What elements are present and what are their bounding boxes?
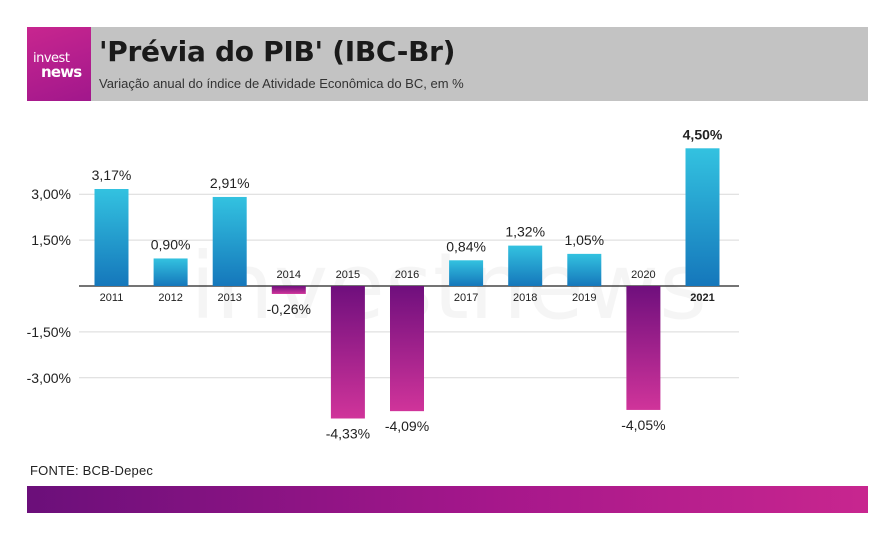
x-tick-label: 2016 [395, 269, 419, 281]
investnews-logo: invest news [27, 27, 91, 101]
bar-2012 [153, 258, 188, 286]
bar-2019 [567, 253, 602, 286]
data-label: 3,17% [92, 167, 132, 183]
x-tick-label: 2015 [336, 269, 360, 281]
x-tick-label: 2011 [100, 292, 124, 304]
data-label: -4,05% [621, 417, 665, 433]
bar-2014 [271, 286, 306, 294]
data-label: -4,33% [326, 425, 370, 441]
data-label: 1,32% [505, 224, 545, 240]
y-tick-label: 1,50% [31, 232, 71, 248]
chart-subtitle: Variação anual do índice de Atividade Ec… [99, 76, 464, 91]
x-tick-label: 2018 [513, 292, 537, 304]
chart-title: 'Prévia do PIB' (IBC-Br) [99, 35, 456, 68]
bar-2018 [508, 245, 543, 286]
x-tick-label: 2017 [454, 292, 478, 304]
bar-2017 [449, 260, 484, 286]
chart-header: invest news 'Prévia do PIB' (IBC-Br) Var… [27, 27, 868, 101]
y-tick-label: -3,00% [27, 370, 71, 386]
bar-2020 [626, 286, 661, 410]
x-tick-label: 2019 [572, 292, 596, 304]
data-label: 0,90% [151, 236, 191, 252]
x-tick-label: 2020 [631, 269, 655, 281]
y-tick-label: 3,00% [31, 186, 71, 202]
y-tick-label: -1,50% [27, 324, 71, 340]
data-label: 2,91% [210, 175, 250, 191]
x-tick-label: 2021 [690, 292, 714, 304]
data-label: 0,84% [446, 238, 486, 254]
x-tick-label: 2012 [158, 292, 182, 304]
data-label: 4,50% [683, 126, 723, 142]
source-note: FONTE: BCB-Depec [30, 463, 154, 478]
bar-2013 [212, 196, 247, 286]
data-label: 1,05% [564, 232, 604, 248]
data-label: -4,09% [385, 418, 429, 434]
bar-2021 [685, 148, 720, 286]
x-tick-label: 2013 [217, 292, 241, 304]
bar-2011 [94, 188, 129, 286]
data-label: -0,26% [267, 301, 311, 317]
logo-text-invest: invest [33, 51, 70, 66]
logo-text-news: news [41, 63, 82, 81]
bar-2016 [390, 286, 424, 412]
bar-2015 [330, 286, 365, 419]
brand-bar [27, 486, 868, 513]
x-tick-label: 2014 [277, 269, 301, 281]
